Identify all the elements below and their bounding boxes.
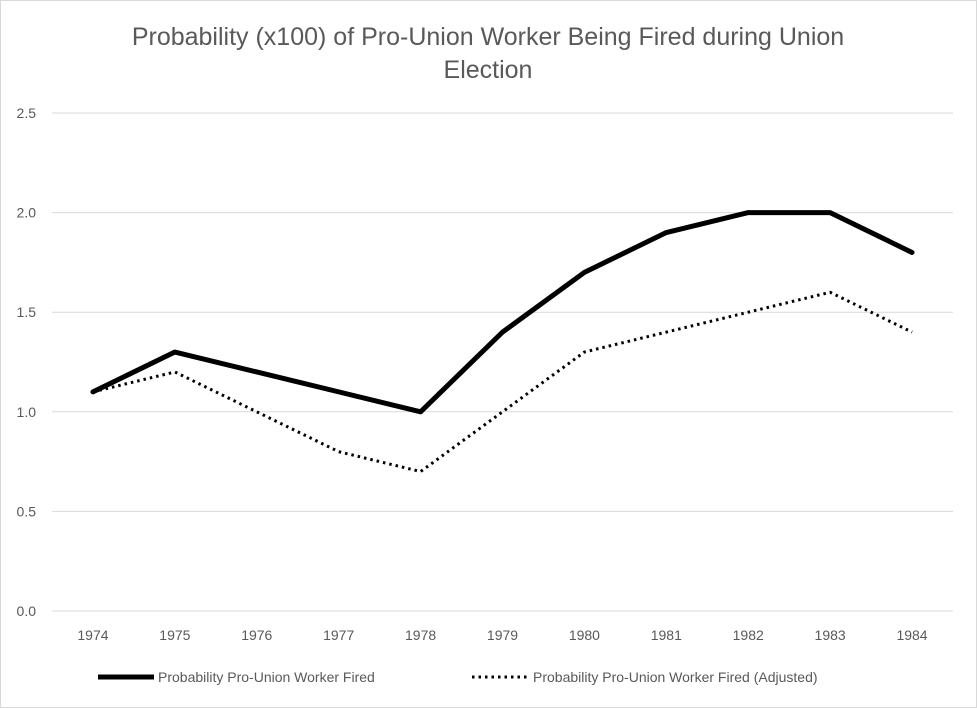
x-tick-label: 1984 bbox=[896, 627, 927, 643]
legend: Probability Pro-Union Worker Fired Proba… bbox=[98, 669, 818, 685]
x-tick-label: 1983 bbox=[815, 627, 846, 643]
x-tick-label: 1975 bbox=[159, 627, 190, 643]
chart-title-line-1: Probability (x100) of Pro-Union Worker B… bbox=[132, 23, 844, 51]
chart-title-line-2: Election bbox=[444, 56, 533, 84]
y-tick-label: 1.0 bbox=[17, 404, 37, 420]
series-line-solid bbox=[90, 210, 915, 415]
y-tick-label: 1.5 bbox=[17, 304, 37, 320]
x-tick-label: 1974 bbox=[77, 627, 108, 643]
legend-label-solid: Probability Pro-Union Worker Fired bbox=[158, 669, 375, 685]
x-tick-label: 1978 bbox=[405, 627, 436, 643]
y-tick-label: 0.0 bbox=[17, 603, 37, 619]
x-tick-label: 1977 bbox=[323, 627, 354, 643]
x-tick-label: 1980 bbox=[569, 627, 600, 643]
y-tick-label: 2.0 bbox=[17, 205, 37, 221]
x-tick-label: 1976 bbox=[241, 627, 272, 643]
x-tick-label: 1979 bbox=[487, 627, 518, 643]
series-line-dotted bbox=[92, 290, 913, 474]
y-tick-label: 2.5 bbox=[17, 105, 37, 121]
x-tick-label: 1981 bbox=[651, 627, 682, 643]
y-tick-label: 0.5 bbox=[17, 503, 37, 519]
legend-label-dotted: Probability Pro-Union Worker Fired (Adju… bbox=[533, 669, 818, 685]
x-tick-label: 1982 bbox=[733, 627, 764, 643]
